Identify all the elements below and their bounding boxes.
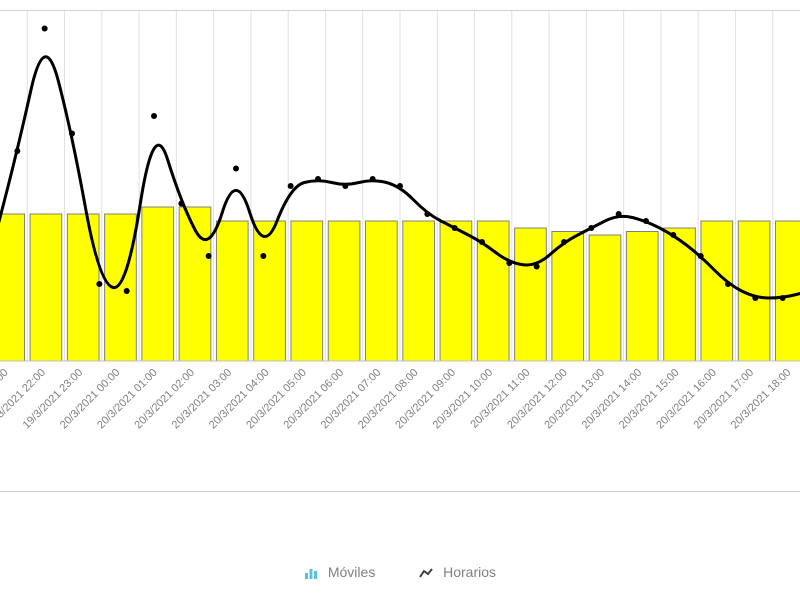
chart-container: 19/3/2021 21:0019/3/2021 22:0019/3/2021 …	[0, 0, 800, 600]
chart-svg: 19/3/2021 21:0019/3/2021 22:0019/3/2021 …	[0, 11, 800, 491]
legend-moviles-label: Móviles	[328, 564, 375, 580]
legend-moviles[interactable]: Móviles	[304, 564, 375, 580]
line-chart-icon	[419, 564, 437, 580]
chart-plot-area: 19/3/2021 21:0019/3/2021 22:0019/3/2021 …	[0, 10, 800, 492]
legend-horarios-label: Horarios	[443, 564, 496, 580]
chart-legend: Móviles Horarios	[0, 564, 800, 580]
legend-horarios[interactable]: Horarios	[419, 564, 496, 580]
bar-chart-icon	[304, 564, 322, 580]
